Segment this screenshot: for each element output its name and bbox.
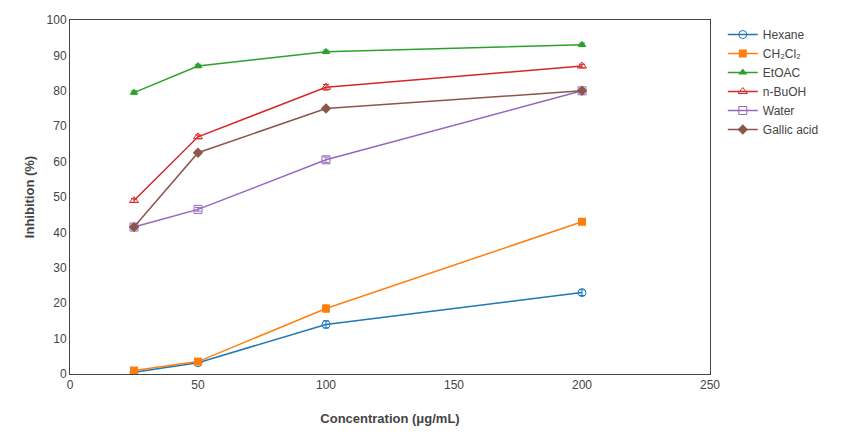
svg-text:0: 0 xyxy=(67,378,74,392)
svg-text:Hexane: Hexane xyxy=(763,28,805,42)
svg-text:CH₂Cl₂: CH₂Cl₂ xyxy=(763,47,801,61)
svg-text:100: 100 xyxy=(47,13,67,27)
svg-text:0: 0 xyxy=(60,367,67,381)
svg-text:250: 250 xyxy=(700,378,720,392)
svg-text:200: 200 xyxy=(572,378,592,392)
svg-text:80: 80 xyxy=(53,84,67,98)
svg-text:50: 50 xyxy=(53,190,67,204)
svg-text:Gallic acid: Gallic acid xyxy=(763,123,818,137)
svg-text:n-BuOH: n-BuOH xyxy=(763,85,806,99)
svg-text:60: 60 xyxy=(53,155,67,169)
svg-text:EtOAC: EtOAC xyxy=(763,66,801,80)
svg-text:Water: Water xyxy=(763,104,795,118)
svg-text:Inhibition (%): Inhibition (%) xyxy=(22,156,37,238)
svg-text:100: 100 xyxy=(316,378,336,392)
svg-text:70: 70 xyxy=(53,119,67,133)
svg-text:50: 50 xyxy=(191,378,205,392)
svg-text:150: 150 xyxy=(444,378,464,392)
svg-text:20: 20 xyxy=(53,296,67,310)
svg-text:40: 40 xyxy=(53,226,67,240)
svg-text:30: 30 xyxy=(53,261,67,275)
svg-text:10: 10 xyxy=(53,332,67,346)
svg-text:Concentration (μg/mL): Concentration (μg/mL) xyxy=(320,411,459,426)
svg-text:90: 90 xyxy=(53,49,67,63)
